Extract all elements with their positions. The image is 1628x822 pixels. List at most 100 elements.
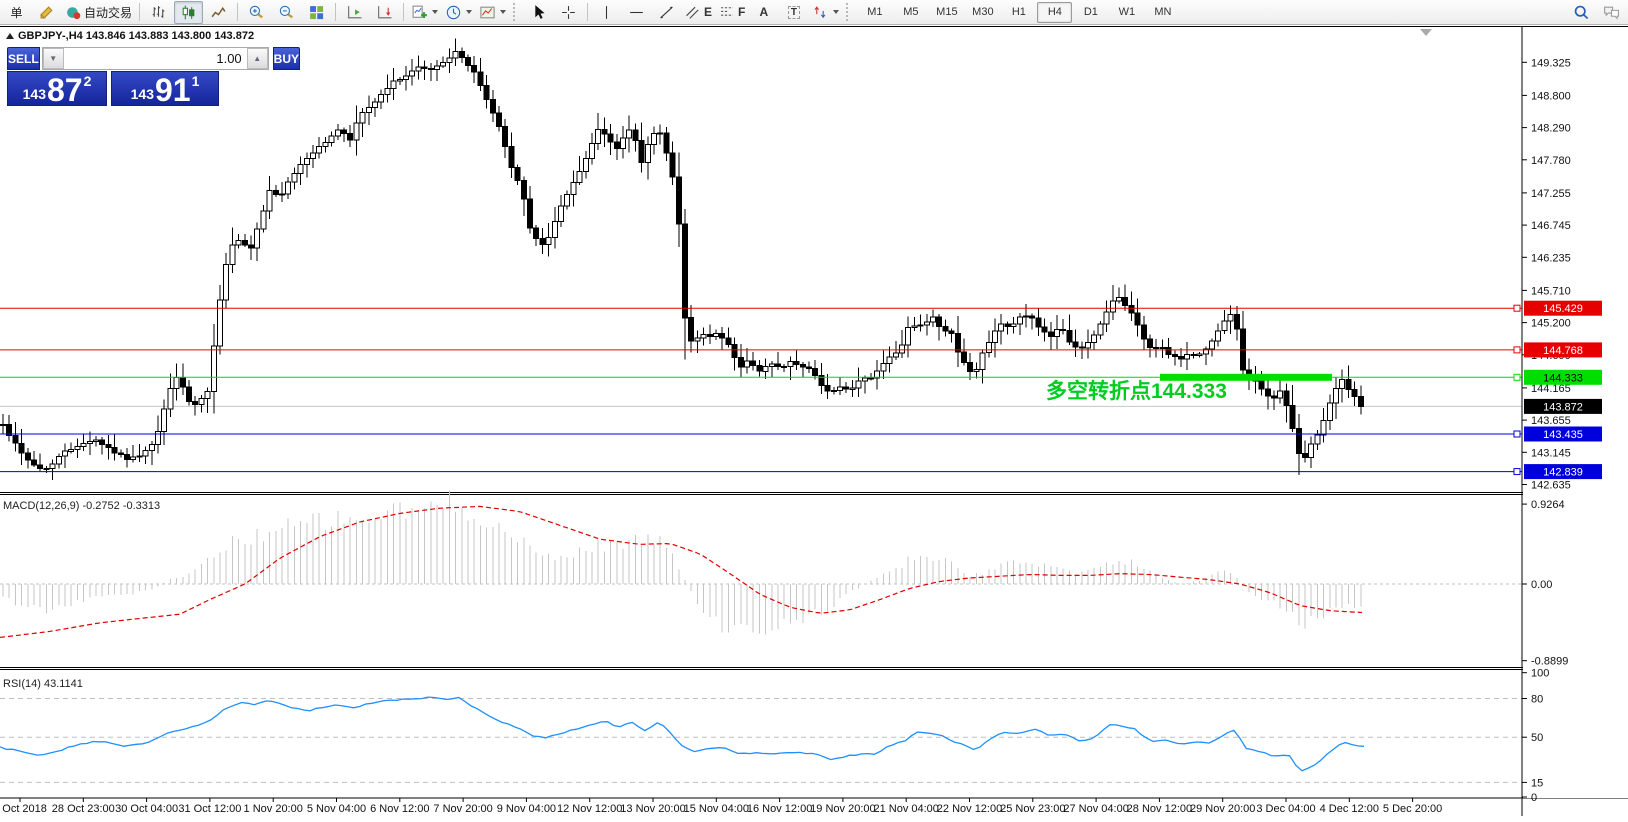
dropdown-caret-icon[interactable] [500, 10, 507, 14]
dropdown-caret-icon[interactable] [432, 10, 439, 14]
autotrading-button[interactable]: 自动交易 [62, 1, 135, 24]
candle [99, 439, 106, 446]
fibonacci-button[interactable]: F [716, 1, 748, 24]
text-button[interactable]: A [749, 1, 778, 24]
time-label: 30 Oct 04:00 [115, 803, 178, 815]
candle [1314, 434, 1321, 445]
trendline-button[interactable] [652, 1, 681, 24]
candle [1196, 353, 1203, 356]
crosshair-button[interactable] [554, 1, 583, 24]
price-axis[interactable]: 149.325 148.800 148.290 147.780 147.255 146.7… [1513, 27, 1628, 816]
chat-icon [1604, 6, 1619, 20]
chart-shift-marker-icon[interactable] [1420, 29, 1432, 36]
candle [204, 391, 211, 400]
periods-button[interactable] [442, 1, 475, 24]
candle [12, 434, 19, 444]
price-tick-label: 142.635 [1531, 480, 1571, 492]
price-tick-label: 143.655 [1531, 415, 1571, 427]
candle [1078, 346, 1085, 349]
time-label: 13 Nov 20:00 [620, 803, 685, 815]
level-145.429-handle[interactable] [1513, 304, 1521, 312]
level-145.429-badge[interactable] [1524, 300, 1602, 316]
symbol-collapse-icon[interactable] [6, 33, 14, 39]
shift-chart-button[interactable] [340, 1, 369, 24]
zoomin-icon [249, 5, 263, 18]
level-142.839-handle[interactable] [1513, 468, 1521, 476]
dropdown-caret-icon[interactable] [466, 10, 473, 14]
text-label-button[interactable]: T [779, 1, 808, 24]
sell-button[interactable]: SELL [7, 47, 40, 70]
timeframe-button-d1[interactable]: D1 [1083, 6, 1098, 18]
candle [775, 363, 781, 368]
sell-price-display[interactable]: 143 87 2 [7, 71, 107, 106]
horizontal-line-button[interactable] [622, 1, 651, 24]
template-icon [480, 6, 495, 18]
timeframe-button-m5[interactable]: M5 [903, 6, 919, 18]
timeframe-button-w1[interactable]: W1 [1118, 6, 1136, 18]
volume-increase-button[interactable]: ▲ [246, 48, 268, 69]
toolbar-separator [139, 3, 141, 21]
timeframe-button-h4[interactable]: H4 [1037, 1, 1073, 23]
candle [1004, 323, 1011, 327]
search-button[interactable] [1567, 1, 1596, 24]
chat-button[interactable] [1597, 1, 1626, 24]
candlestick-chart-button[interactable] [174, 0, 204, 24]
tile-windows-button[interactable] [302, 1, 331, 24]
level-143.435-badge[interactable] [1524, 426, 1602, 442]
timeframe-button-h1[interactable]: H1 [1011, 6, 1026, 18]
candle [117, 452, 124, 455]
tiles-icon [310, 5, 324, 19]
candle [818, 375, 825, 387]
zoom-in-button[interactable] [242, 1, 271, 24]
candle [1054, 328, 1060, 337]
candle [1109, 300, 1116, 313]
objects-list-button[interactable] [32, 1, 61, 24]
volume-input[interactable] [63, 48, 247, 69]
buy-price-display[interactable]: 143 91 1 [111, 71, 219, 106]
level-144.333-handle[interactable] [1513, 373, 1521, 381]
dropdown-caret-icon[interactable] [833, 10, 840, 14]
level-144.768-badge[interactable] [1524, 342, 1602, 358]
candle [452, 51, 459, 59]
timeframe-button-m15[interactable]: M15 [936, 6, 958, 18]
level-144.333-badge[interactable] [1524, 369, 1602, 385]
level-144.768-handle[interactable] [1513, 346, 1521, 354]
candle [210, 345, 217, 392]
candle [62, 450, 68, 457]
new-chart-button[interactable] [408, 1, 441, 24]
cursor-button[interactable] [524, 1, 553, 24]
equidistant-channel-button[interactable]: E [682, 1, 715, 24]
candle [446, 57, 453, 63]
pivot-annotation-text[interactable]: 多空转折点144.333 [1046, 379, 1227, 403]
zoom-out-button[interactable] [272, 1, 301, 24]
level-142.839-badge[interactable] [1524, 464, 1602, 480]
candle [539, 238, 546, 246]
candle [706, 333, 713, 338]
vertical-line-button[interactable] [592, 1, 621, 24]
level-143.435-handle[interactable] [1513, 430, 1521, 438]
timeframe-button-m30[interactable]: M30 [972, 6, 994, 18]
autoscroll-button[interactable] [370, 1, 399, 24]
timeframe-button-m1[interactable]: M1 [867, 6, 883, 18]
candle [837, 386, 843, 392]
candle [905, 327, 912, 346]
template-button[interactable] [476, 1, 509, 24]
volume-decrease-button[interactable]: ▼ [42, 48, 64, 69]
timeframe-button-mn[interactable]: MN [1154, 6, 1172, 18]
channel-icon [686, 6, 699, 19]
candle [744, 360, 750, 368]
sell-price-prefix: 143 [22, 86, 46, 102]
bar-chart-button[interactable] [144, 1, 173, 24]
new-order-button[interactable]: 单 [2, 1, 31, 24]
candle [1072, 341, 1079, 348]
arrows-button[interactable] [809, 1, 842, 24]
candle [985, 341, 992, 354]
buy-button[interactable]: BUY [272, 47, 301, 70]
candle [310, 152, 316, 160]
candle [632, 129, 639, 141]
pivot-highlight-segment[interactable] [1160, 373, 1332, 381]
chart-window[interactable]: 多空转折点144.333 MACD(12,26,9) -0.2752 -0.331… [0, 26, 1628, 822]
line-chart-button[interactable] [204, 1, 233, 24]
chart-canvas[interactable]: 多空转折点144.333 MACD(12,26,9) -0.2752 -0.331… [0, 27, 1628, 822]
